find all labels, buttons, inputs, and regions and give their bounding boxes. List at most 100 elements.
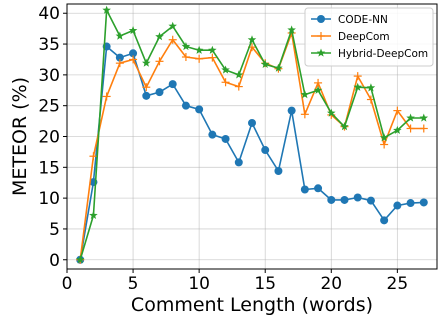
data-point — [128, 26, 138, 35]
y-tick-label: 20 — [38, 128, 60, 148]
data-point — [142, 91, 151, 100]
data-point — [353, 72, 362, 81]
data-point — [115, 59, 124, 68]
data-point — [129, 49, 138, 58]
legend-item: Hybrid-DeepCom — [311, 48, 428, 60]
data-point — [419, 124, 428, 133]
data-point — [195, 54, 204, 63]
x-tick-label: 10 — [188, 274, 210, 294]
y-tick-label: 15 — [38, 158, 60, 178]
legend-label: DeepCom — [338, 31, 390, 43]
legend-item: DeepCom — [311, 31, 390, 43]
data-point — [260, 59, 270, 69]
data-point — [208, 130, 217, 139]
data-point — [221, 78, 230, 87]
legend-item: CODE-NN — [311, 14, 388, 26]
legend-marker — [317, 32, 325, 40]
series-line — [79, 32, 424, 260]
data-point — [234, 158, 243, 167]
data-point — [129, 55, 138, 64]
data-point — [380, 140, 389, 149]
data-point — [89, 210, 98, 220]
data-point — [353, 82, 362, 91]
data-point — [142, 83, 151, 92]
data-point — [168, 80, 177, 89]
data-point — [155, 57, 164, 66]
series-line — [79, 45, 424, 260]
data-point — [340, 195, 349, 204]
legend: CODE-NN DeepCom Hybrid-DeepCom — [304, 7, 434, 67]
data-point — [380, 216, 389, 225]
data-point — [168, 21, 177, 30]
data-point — [406, 113, 415, 122]
data-point — [181, 101, 190, 110]
data-point — [115, 53, 124, 62]
legend-marker — [316, 48, 326, 57]
y-tick-label: 25 — [38, 97, 60, 117]
data-point — [208, 45, 217, 54]
legend-box — [304, 7, 434, 67]
x-tick-label: 25 — [387, 274, 409, 294]
data-point — [300, 110, 309, 119]
x-axis-label: Comment Length (words) — [131, 294, 373, 316]
series-group — [75, 5, 429, 264]
data-point — [327, 195, 336, 204]
data-point — [195, 105, 204, 114]
data-point — [155, 88, 164, 97]
x-tick-label: 5 — [128, 274, 139, 294]
data-point — [208, 53, 217, 62]
data-point — [102, 5, 111, 14]
data-point — [287, 106, 296, 115]
data-point — [247, 35, 257, 44]
y-tick-label: 35 — [38, 35, 60, 55]
data-point — [379, 133, 389, 142]
data-point — [194, 45, 204, 54]
y-tick-label: 40 — [38, 4, 60, 24]
data-point — [406, 124, 415, 133]
data-point — [155, 32, 164, 41]
x-tick-label: 0 — [62, 274, 73, 294]
series-code-nn — [76, 42, 428, 264]
y-tick-label: 10 — [38, 189, 60, 209]
data-point — [142, 58, 151, 67]
data-point — [366, 196, 375, 205]
x-tick-label: 20 — [320, 274, 342, 294]
data-point — [314, 184, 323, 193]
data-point — [393, 106, 402, 115]
data-point — [234, 82, 243, 91]
data-point — [366, 83, 376, 92]
data-point — [353, 193, 362, 202]
data-point — [419, 198, 428, 207]
legend-marker — [317, 15, 325, 23]
data-point — [274, 167, 283, 176]
data-point — [314, 78, 323, 87]
data-point — [89, 152, 98, 161]
data-point — [168, 35, 177, 44]
data-point — [287, 25, 296, 34]
data-point — [300, 90, 310, 99]
data-point — [274, 63, 283, 72]
data-point — [75, 255, 85, 264]
data-point — [340, 122, 349, 131]
y-axis-label: METEOR (%) — [9, 77, 31, 196]
y-tick-label: 30 — [38, 66, 60, 86]
legend-label: CODE-NN — [338, 14, 388, 26]
data-point — [419, 113, 429, 122]
data-point — [327, 108, 336, 117]
data-point — [181, 42, 191, 51]
data-point — [115, 31, 125, 40]
ticks: 0 5 10 15 20 25 0 5 10 15 20 25 30 35 40 — [38, 4, 408, 294]
data-point — [393, 125, 402, 134]
data-point — [248, 118, 256, 127]
data-point — [102, 92, 111, 101]
data-point — [181, 53, 190, 61]
data-point — [234, 70, 244, 79]
y-tick-label: 5 — [49, 220, 60, 240]
data-point — [221, 65, 230, 74]
series-hybrid-deepcom — [75, 5, 429, 264]
x-tick-label: 15 — [254, 274, 276, 294]
data-point — [313, 85, 323, 94]
data-point — [261, 146, 270, 155]
legend-label: Hybrid-DeepCom — [338, 48, 428, 60]
